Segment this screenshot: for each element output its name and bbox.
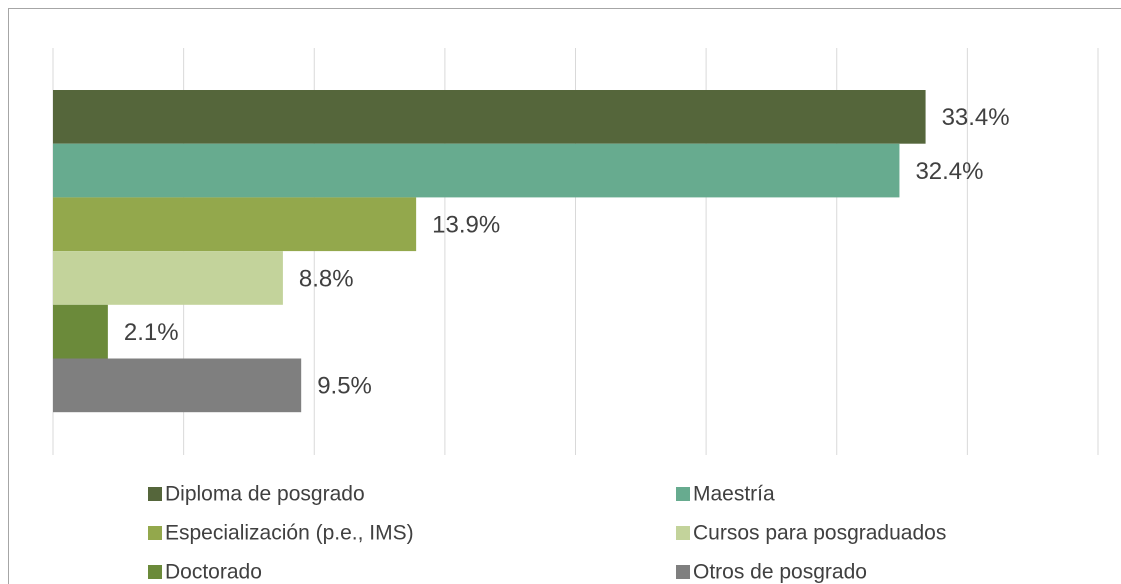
bar xyxy=(53,304,108,359)
legend-label: Diploma de posgrado xyxy=(165,483,365,506)
value-label: 33.4% xyxy=(942,104,1010,131)
bar xyxy=(53,197,417,252)
legend-label: Otros de posgrado xyxy=(693,561,867,584)
legend-label: Doctorado xyxy=(165,561,262,584)
legend-swatch xyxy=(148,526,162,540)
value-label: 32.4% xyxy=(915,158,983,185)
legend-label: Maestría xyxy=(693,483,775,506)
value-label: 13.9% xyxy=(432,212,500,239)
value-label: 8.8% xyxy=(299,265,354,292)
legend-label: Especialización (p.e., IMS) xyxy=(165,522,414,545)
legend-swatch xyxy=(676,565,690,579)
value-label: 2.1% xyxy=(124,319,179,346)
legend-swatch xyxy=(676,487,690,501)
bar xyxy=(53,90,926,144)
legend-swatch xyxy=(148,565,162,579)
legend-label: Cursos para posgraduados xyxy=(693,522,946,545)
legend-swatch xyxy=(676,526,690,540)
bar xyxy=(53,358,302,413)
legend-swatch xyxy=(148,487,162,501)
value-label: 9.5% xyxy=(317,373,372,400)
bar xyxy=(53,251,283,305)
bar xyxy=(53,143,900,198)
